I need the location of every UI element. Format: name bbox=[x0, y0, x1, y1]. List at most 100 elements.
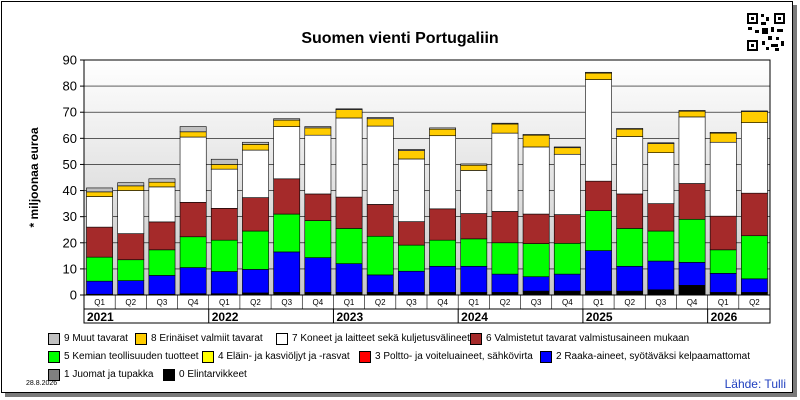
x-tick-label: Q2 bbox=[624, 298, 635, 307]
bar-segment bbox=[335, 117, 363, 198]
bar-segment bbox=[86, 191, 113, 197]
bar-segment bbox=[585, 250, 612, 292]
bar-segment bbox=[585, 210, 612, 251]
y-axis-label: * miljoonaa euroa bbox=[27, 127, 41, 227]
legend-label: 3 Poltto- ja voiteluaineet, sähkövirta bbox=[375, 351, 533, 362]
bar-segment bbox=[460, 163, 488, 166]
bar-segment bbox=[429, 128, 456, 137]
y-tick-label: 10 bbox=[63, 261, 77, 276]
x-tick-label: Q2 bbox=[250, 298, 261, 307]
bar-segment bbox=[179, 126, 207, 133]
qr-code-icon bbox=[746, 12, 786, 52]
bar-segment bbox=[210, 208, 238, 241]
bar-segment bbox=[709, 141, 737, 217]
y-tick-label: 30 bbox=[63, 209, 77, 224]
bar-segment bbox=[335, 109, 363, 119]
bar-segment bbox=[273, 251, 301, 293]
x-tick-label: Q2 bbox=[749, 298, 760, 307]
x-tick-label: Q1 bbox=[718, 298, 729, 307]
x-tick-label: Q3 bbox=[656, 298, 667, 307]
x-tick-label: Q1 bbox=[468, 298, 479, 307]
bar-segment bbox=[460, 238, 488, 267]
bar-segment bbox=[585, 71, 612, 74]
x-tick-label: Q2 bbox=[125, 298, 136, 307]
legend-label: 1 Juomat ja tupakka bbox=[64, 369, 154, 380]
bar-segment bbox=[304, 257, 332, 293]
bar-segment bbox=[678, 110, 706, 118]
y-tick-label: 60 bbox=[63, 131, 77, 146]
bar-segment bbox=[398, 149, 425, 151]
bar-segment bbox=[304, 193, 332, 221]
y-tick-label: 70 bbox=[63, 105, 77, 120]
bar-segment bbox=[179, 267, 207, 294]
x-tick-label: Q3 bbox=[531, 298, 542, 307]
bar-segment bbox=[210, 271, 238, 294]
bar-segment bbox=[366, 235, 394, 276]
bar-segment bbox=[86, 187, 113, 193]
bar-segment bbox=[335, 263, 363, 293]
legend-swatch bbox=[48, 369, 60, 381]
bar-segment bbox=[429, 127, 456, 130]
x-tick-label: Q3 bbox=[157, 298, 168, 307]
bar-segment bbox=[366, 274, 394, 293]
bar-segment bbox=[553, 153, 581, 215]
bar-segment bbox=[366, 204, 394, 237]
bar-segment bbox=[304, 134, 332, 195]
legend-label: 0 Elintarvikkeet bbox=[179, 369, 247, 380]
bar-segment bbox=[553, 146, 581, 149]
bar-segment bbox=[553, 214, 581, 244]
bar-segment bbox=[148, 181, 176, 188]
x-tick-label: Q4 bbox=[188, 298, 199, 307]
x-tick-label: Q3 bbox=[406, 298, 417, 307]
year-label: 2022 bbox=[212, 310, 239, 324]
x-tick-label: Q3 bbox=[281, 298, 292, 307]
bar-segment bbox=[148, 275, 176, 295]
bar-segment bbox=[585, 180, 612, 211]
x-tick-label: Q1 bbox=[593, 298, 604, 307]
bar-segment bbox=[491, 211, 519, 244]
bar-segment bbox=[741, 278, 768, 293]
bar-segment bbox=[210, 239, 238, 272]
chart-title: Suomen vienti Portugaliin bbox=[301, 30, 499, 47]
legend-swatch bbox=[202, 351, 214, 363]
bar-segment bbox=[647, 260, 675, 291]
bar-segment bbox=[304, 126, 332, 129]
date-label: 28.8.2026 bbox=[26, 380, 58, 387]
legend-label: 4 Eläin- ja kasviöljyt ja -rasvat bbox=[218, 351, 350, 362]
bar-segment bbox=[647, 230, 675, 262]
bar-segment bbox=[398, 270, 425, 293]
legend-swatch bbox=[163, 369, 175, 381]
bar-segment bbox=[616, 128, 644, 130]
bar-segment bbox=[304, 220, 332, 258]
bar-segment bbox=[366, 118, 394, 127]
bar-segment bbox=[553, 273, 581, 292]
bar-segment bbox=[709, 249, 737, 274]
bar-segment bbox=[460, 213, 488, 240]
bar-segment bbox=[366, 125, 394, 205]
bar-segment bbox=[678, 183, 706, 220]
legend-swatch bbox=[540, 351, 552, 363]
year-label: 2023 bbox=[336, 310, 363, 324]
bar-segment bbox=[491, 242, 519, 275]
legend-swatch bbox=[359, 351, 371, 363]
bar-segment bbox=[117, 280, 145, 295]
legend-label: 2 Raaka-aineet, syötäväksi kelpaamattoma… bbox=[556, 351, 750, 362]
bar-segment bbox=[179, 202, 207, 238]
bar-segment bbox=[709, 132, 737, 143]
year-label: 2025 bbox=[586, 310, 613, 324]
bar-segment bbox=[429, 208, 456, 241]
bar-segment bbox=[522, 290, 550, 296]
bar-segment bbox=[148, 221, 176, 251]
bar-segment bbox=[429, 239, 456, 267]
legend-label: 6 Valmistetut tavarat valmistusaineen mu… bbox=[486, 333, 690, 344]
bar-segment bbox=[179, 131, 207, 138]
legend-swatch bbox=[48, 333, 60, 345]
bar-segment bbox=[429, 265, 456, 293]
bar-segment bbox=[616, 193, 644, 229]
bar-segment bbox=[616, 228, 644, 267]
bar-segment bbox=[709, 215, 737, 251]
bar-segment bbox=[86, 196, 113, 228]
bar-segment bbox=[242, 197, 269, 232]
bar-segment bbox=[398, 150, 425, 160]
